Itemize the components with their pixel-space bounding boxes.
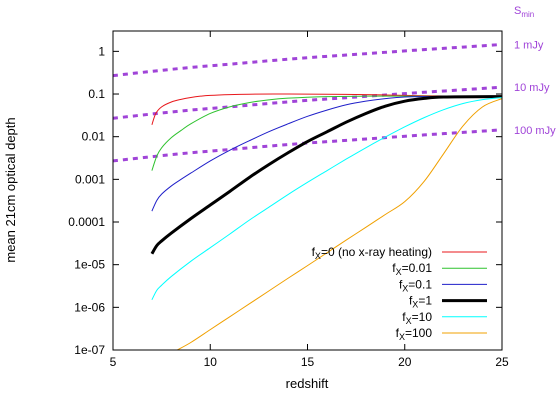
legend-label: fX=100	[396, 326, 433, 342]
legend-label: fX=0.01	[392, 261, 432, 277]
y-tick-label: 0.1	[88, 87, 105, 101]
sensitivity-line-label: 100 mJy	[514, 125, 556, 137]
sensitivity-line	[113, 128, 502, 163]
series-line	[151, 96, 502, 301]
legend-label: fX=0 (no x-ray heating)	[312, 245, 432, 261]
series-line	[151, 95, 502, 212]
y-tick-label: 0.0001	[68, 215, 105, 229]
series-line	[176, 98, 502, 350]
x-tick-label: 15	[301, 355, 315, 369]
legend-label: fX=1	[409, 294, 432, 310]
x-tick-label: 25	[495, 355, 509, 369]
y-axis-label: mean 21cm optical depth	[3, 117, 18, 262]
plot-frame	[112, 30, 503, 351]
sensitivity-limit-labels: 1 mJy 10 mJy 100 mJy	[514, 39, 556, 136]
x-tick-label: 5	[110, 355, 117, 369]
data-series	[150, 93, 502, 350]
sensitivity-limit-lines	[113, 42, 502, 163]
y-tick-label: 1e-06	[74, 300, 105, 314]
series-line	[151, 93, 502, 125]
sensitivity-line	[113, 42, 502, 78]
smin-title: Smin	[514, 5, 534, 19]
smin-title-sub: min	[521, 10, 534, 19]
y-tick-label: 1	[98, 44, 105, 58]
y-tick-label: 0.001	[75, 172, 105, 186]
sensitivity-line-label: 10 mJy	[514, 82, 550, 94]
x-tick-label: 20	[398, 355, 412, 369]
smin-title-main: S	[514, 5, 521, 17]
sensitivity-line	[113, 85, 502, 120]
sensitivity-line-label: 1 mJy	[514, 39, 544, 51]
y-tick-label: 1e-07	[74, 343, 105, 357]
legend-label: fX=10	[402, 310, 432, 326]
legend: fX=0 (no x-ray heating)fX=0.01fX=0.1fX=1…	[312, 245, 487, 342]
series-line	[150, 95, 502, 255]
axis-ticks: 5 10 15 20 25 1 0.1 0.01 0.001 0.0001 1e-05 1e-06 1e…	[68, 31, 509, 369]
legend-label: fX=0.1	[399, 277, 432, 293]
series-line	[151, 95, 502, 171]
y-tick-label: 0.01	[82, 130, 106, 144]
y-tick-label: 1e-05	[74, 258, 105, 272]
x-tick-label: 10	[204, 355, 218, 369]
x-axis-label: redshift	[286, 376, 329, 391]
